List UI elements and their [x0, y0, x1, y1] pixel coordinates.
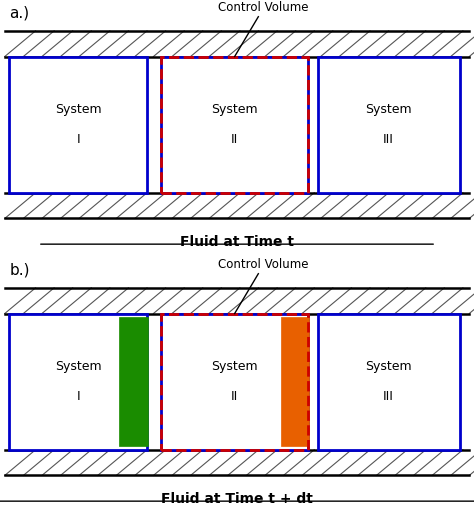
Bar [161, 57, 308, 193]
Bar [161, 314, 308, 450]
Text: System

II: System II [211, 103, 258, 146]
Text: Fluid at Time t: Fluid at Time t [180, 235, 294, 249]
Text: b.): b.) [9, 262, 30, 277]
Text: System

I: System I [55, 103, 101, 146]
Bar [5, 288, 469, 314]
Text: Control Volume: Control Volume [218, 258, 308, 271]
Bar [9, 57, 147, 193]
Bar [5, 31, 469, 57]
Bar [161, 57, 308, 193]
Bar [9, 314, 147, 450]
Bar [119, 318, 148, 446]
Text: System

III: System III [365, 103, 412, 146]
Bar [318, 314, 460, 450]
Text: a.): a.) [9, 5, 29, 20]
Text: Control Volume: Control Volume [218, 1, 308, 14]
Text: System

I: System I [55, 360, 101, 403]
Bar [5, 450, 469, 475]
Bar [318, 57, 460, 193]
Text: System

III: System III [365, 360, 412, 403]
Bar [161, 314, 308, 450]
Bar [281, 318, 309, 446]
Text: System

II: System II [211, 360, 258, 403]
Bar [5, 193, 469, 218]
Text: Fluid at Time t + dt: Fluid at Time t + dt [161, 492, 313, 506]
